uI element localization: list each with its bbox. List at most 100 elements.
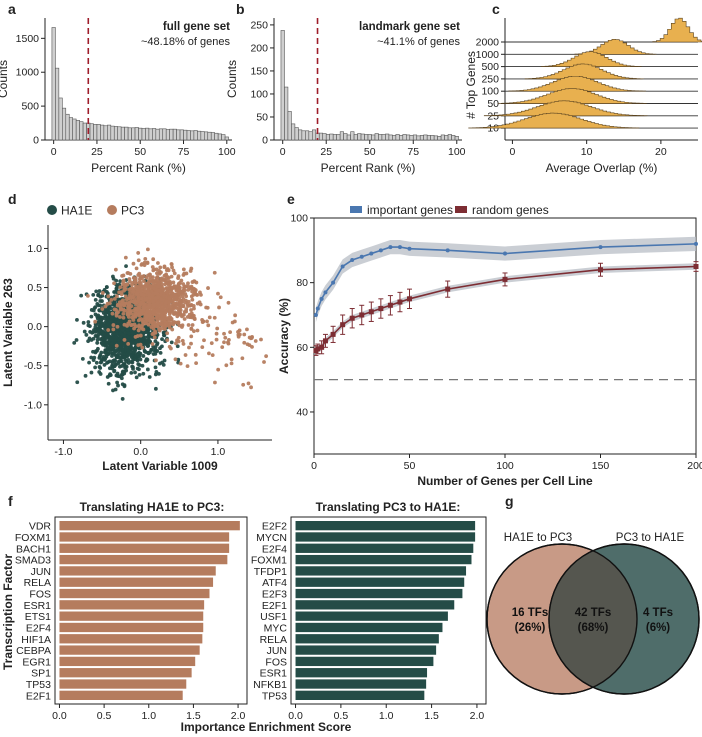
x-tick-label: 200 bbox=[687, 460, 702, 472]
scatter-point-ha1e bbox=[112, 358, 117, 363]
y-tick-label: -0.5 bbox=[24, 360, 42, 372]
scatter-point-pc3 bbox=[118, 285, 123, 290]
histogram-bar bbox=[364, 134, 369, 141]
scatter-point-pc3 bbox=[242, 340, 247, 345]
histogram-bar bbox=[62, 107, 67, 141]
scatter-point-pc3 bbox=[164, 286, 169, 291]
x-tick-label: 2.0 bbox=[470, 710, 485, 722]
x-tick-label: 0.0 bbox=[52, 710, 67, 722]
scatter-point-ha1e bbox=[107, 359, 112, 364]
data-point bbox=[331, 280, 336, 285]
scatter-point-pc3 bbox=[127, 296, 132, 301]
histogram-bar bbox=[325, 134, 331, 141]
scatter-point-pc3 bbox=[139, 296, 144, 301]
y-axis-title: Counts bbox=[225, 60, 239, 98]
panel-letter-g: g bbox=[505, 493, 514, 509]
histogram-bar bbox=[58, 97, 63, 141]
histogram-bar bbox=[89, 123, 94, 141]
scatter-point-pc3 bbox=[150, 332, 155, 336]
scatter-point-pc3 bbox=[180, 338, 185, 343]
data-point bbox=[368, 309, 374, 315]
x-tick-label: 75 bbox=[407, 146, 419, 158]
histogram-bar bbox=[350, 131, 355, 141]
scatter-point-ha1e bbox=[94, 327, 98, 332]
data-point bbox=[315, 306, 320, 311]
scatter-point-ha1e bbox=[153, 351, 158, 356]
scatter-point-pc3 bbox=[247, 335, 252, 340]
scatter-point-ha1e bbox=[135, 357, 140, 362]
x-tick-label: 75 bbox=[178, 146, 190, 158]
scatter-point-pc3 bbox=[209, 341, 214, 346]
scatter-point-pc3 bbox=[162, 277, 167, 282]
tf-bar bbox=[59, 532, 230, 542]
scatter-point-pc3 bbox=[109, 297, 114, 302]
scatter-point-pc3 bbox=[127, 305, 132, 310]
scatter-point-pc3 bbox=[120, 274, 124, 278]
scatter-point-ha1e bbox=[95, 302, 100, 306]
scatter-point-pc3 bbox=[137, 323, 142, 328]
ridge-label: 2000 bbox=[476, 37, 500, 49]
scatter-point-ha1e bbox=[124, 264, 128, 269]
histogram-bar bbox=[287, 111, 292, 141]
scatter-point-pc3 bbox=[142, 260, 147, 265]
scatter-point-pc3 bbox=[206, 286, 210, 290]
scatter-point-pc3 bbox=[264, 354, 269, 359]
scatter-point-ha1e bbox=[94, 289, 99, 294]
data-point bbox=[387, 302, 393, 308]
scatter-point-ha1e bbox=[114, 349, 119, 353]
histogram-bar bbox=[412, 134, 418, 141]
y-tick-label: 1500 bbox=[16, 33, 40, 45]
scatter-point-pc3 bbox=[121, 279, 126, 284]
x-tick-label: 1.0 bbox=[211, 446, 226, 458]
data-point bbox=[315, 346, 321, 352]
scatter-point-pc3 bbox=[150, 342, 155, 346]
scatter-point-pc3 bbox=[130, 286, 135, 291]
scatter-point-pc3 bbox=[155, 301, 160, 306]
scatter-point-pc3 bbox=[114, 343, 119, 348]
tf-bar bbox=[59, 521, 240, 531]
histogram-bar bbox=[311, 129, 317, 141]
venn-right-outline bbox=[548, 543, 700, 695]
scatter-point-pc3 bbox=[222, 340, 226, 345]
scatter-point-pc3 bbox=[151, 286, 156, 291]
scatter-point-pc3 bbox=[159, 291, 164, 296]
x-tick-label: 50 bbox=[134, 146, 146, 158]
histogram-bar bbox=[451, 135, 456, 141]
scatter-point-ha1e bbox=[90, 330, 95, 335]
scatter-point-ha1e bbox=[81, 320, 86, 325]
tf-bar bbox=[295, 588, 463, 599]
venn-both-pct: (68%) bbox=[578, 622, 609, 634]
scatter-point-ha1e bbox=[103, 343, 108, 348]
scatter-point-pc3 bbox=[85, 293, 90, 298]
scatter-point-pc3 bbox=[123, 294, 128, 299]
scatter-point-pc3 bbox=[237, 328, 242, 333]
tf-bar bbox=[295, 634, 439, 644]
scatter-point-ha1e bbox=[89, 355, 94, 360]
histogram-bar bbox=[207, 131, 212, 141]
tf-bar bbox=[59, 554, 228, 565]
histogram-title: full gene set bbox=[163, 21, 230, 33]
x-tick-label: -1.0 bbox=[54, 446, 72, 458]
scatter-point-ha1e bbox=[75, 380, 80, 385]
data-point bbox=[322, 338, 328, 344]
y-axis-title: Counts bbox=[0, 60, 10, 98]
y-axis-title: Transcription Factor bbox=[1, 554, 15, 670]
histogram-bar bbox=[145, 127, 150, 141]
tf-bar bbox=[295, 668, 428, 678]
scatter-point-pc3 bbox=[157, 271, 162, 276]
scatter-point-pc3 bbox=[189, 266, 194, 271]
venn-both-count: 42 TFs bbox=[575, 607, 611, 619]
scatter-point-pc3 bbox=[141, 274, 146, 278]
y-axis-title: # Top Genes bbox=[464, 51, 478, 119]
scatter-point-pc3 bbox=[133, 314, 138, 319]
tf-bar bbox=[295, 532, 476, 542]
scatter-point-ha1e bbox=[145, 357, 150, 362]
histogram-bar bbox=[176, 129, 181, 141]
scatter-point-pc3 bbox=[202, 338, 206, 343]
tf-label: FOXM1 bbox=[15, 532, 51, 544]
tf-bar bbox=[59, 645, 200, 655]
tf-bar bbox=[59, 634, 203, 644]
panel-f: f0.0 0.5 1.0 1.5 2.0VDRFOXM1BACH1SMAD3JUNREL… bbox=[1, 493, 487, 734]
scatter-point-ha1e bbox=[119, 364, 124, 368]
scatter-point-pc3 bbox=[100, 307, 105, 311]
